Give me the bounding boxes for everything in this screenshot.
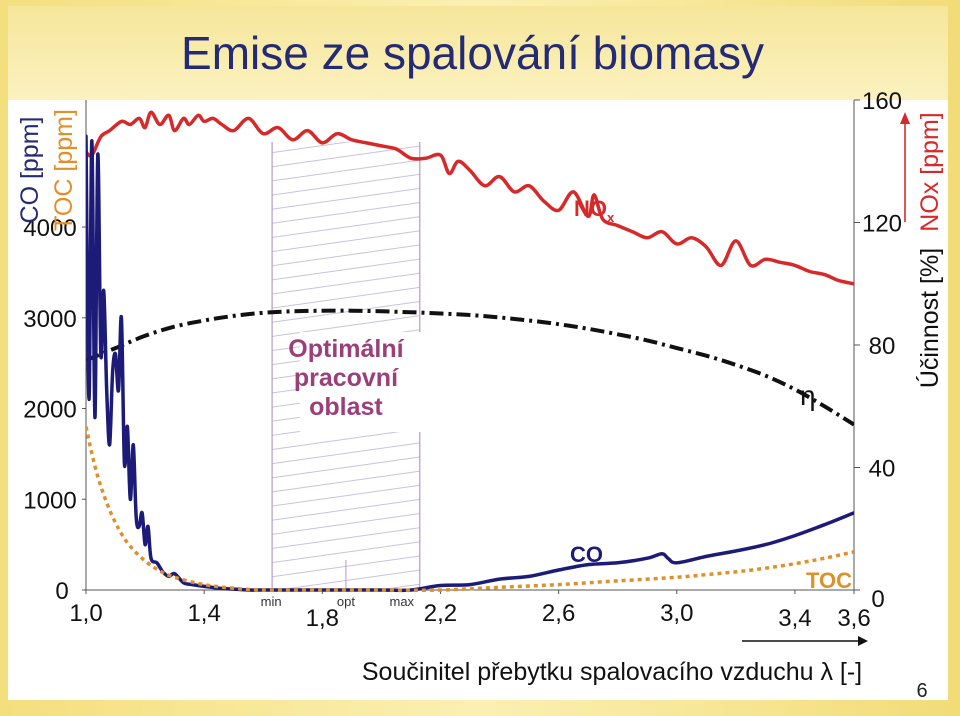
optimal-region-label-line: oblast [309,393,383,421]
toc-line [86,426,854,592]
left-axis-tick-label: 2000 [23,397,76,424]
right-axis-label-nox: NOx [ppm] [916,112,944,231]
right-axis-tick-label: 120 [862,211,902,238]
axes: 0 1000 2000 3000 4000 0 40 80 120 160 1,0 1,4 1,8 2,2… [16,88,944,686]
right-axis-tick-label: 0 [871,586,884,613]
efficiency-label: η [800,380,816,411]
right-axis-tick-label: 160 [862,88,902,115]
optimal-min-label: min [261,594,282,609]
left-axis-tick-label: 3000 [23,306,76,333]
optimal-region-label-line: pracovní [294,364,399,392]
right-axis-tick-label: 40 [869,456,896,483]
x-axis-tick-label: 3,0 [660,600,693,627]
co-label: CO [570,542,603,567]
left-axis-label-line: TOC [ppm] [50,109,78,231]
x-axis-tick-label: 2,6 [542,600,575,627]
page-number: 6 [916,680,928,702]
nox-line [86,110,854,286]
x-axis-label: Součinitel přebytku spalovacího vzduchu … [362,658,862,686]
x-axis-tick-label: 2,2 [424,600,457,627]
x-axis-tick-label: 1,8 [306,605,339,632]
x-axis-tick-label: 1,0 [69,600,102,627]
nox-label-subscript: x [607,210,615,225]
optimal-region-label-line: Optimální [288,335,404,363]
right-axis-label-efficiency: Účinnost [%] [915,248,944,388]
left-axis-label-line: CO [ppm] [16,117,44,224]
right-axis-arrow-head [900,112,910,124]
optimal-opt-label: opt [337,594,355,609]
left-axis-tick-label: 1000 [23,487,76,514]
optimal-label-bg [300,332,432,432]
toc-label: TOC [806,568,852,593]
efficiency-line [86,308,854,427]
co-line [86,134,854,593]
x-axis-tick-label: 1,4 [187,600,220,627]
slide-title: Emise ze spalování biomasy [181,27,764,79]
x-axis-tick-label: 3,4 [778,605,811,632]
series-group [86,110,854,593]
x-axis-tick-label: 3,6 [837,605,870,632]
left-axis-tick-label: 4000 [23,215,76,242]
x-axis-arrow-head [858,636,868,646]
right-axis-tick-label: 80 [869,333,896,360]
left-axis-tick-label: 0 [55,578,68,605]
optimal-max-label: max [390,594,415,609]
